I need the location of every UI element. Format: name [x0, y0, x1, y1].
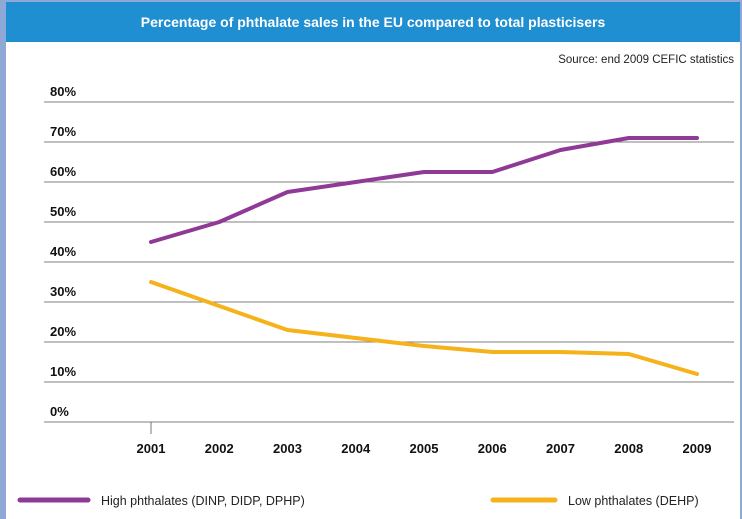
x-tick-label: 2004 [341, 441, 371, 456]
y-tick-label: 40% [50, 244, 76, 259]
legend-label: Low phthalates (DEHP) [568, 494, 699, 508]
title-bar: Percentage of phthalate sales in the EU … [6, 2, 740, 42]
chart-frame: Percentage of phthalate sales in the EU … [6, 2, 740, 519]
x-tick-label: 2003 [273, 441, 302, 456]
y-tick-label: 60% [50, 164, 76, 179]
y-tick-label: 10% [50, 364, 76, 379]
series-line [149, 280, 699, 376]
grid-lines [44, 101, 734, 434]
x-tick-label: 2009 [683, 441, 712, 456]
y-tick-label: 50% [50, 204, 76, 219]
x-tick-label: 2002 [205, 441, 234, 456]
legend-label: High phthalates (DINP, DIDP, DPHP) [101, 494, 305, 508]
x-tick-label: 2007 [546, 441, 575, 456]
x-tick-label: 2008 [614, 441, 643, 456]
x-tick-label: 2005 [410, 441, 439, 456]
y-tick-label: 70% [50, 124, 76, 139]
y-tick-label: 20% [50, 324, 76, 339]
series-line [149, 136, 699, 244]
source-note: Source: end 2009 CEFIC statistics [558, 54, 734, 66]
series-group [149, 136, 699, 376]
y-tick-label: 30% [50, 284, 76, 299]
x-tick-label: 2001 [137, 441, 166, 456]
legend: High phthalates (DINP, DIDP, DPHP) Low ph… [17, 494, 699, 508]
chart-title: Percentage of phthalate sales in the EU … [140, 14, 606, 30]
y-tick-label: 80% [50, 84, 76, 99]
y-axis-ticks: 0% 10% 20% 30% 40% 50% 60% 70% 80% [50, 84, 76, 419]
y-tick-label: 0% [50, 404, 69, 419]
x-axis-ticks: 2001 2002 2003 2004 2005 2006 2007 2008 2009 [137, 441, 712, 456]
x-tick-label: 2006 [478, 441, 507, 456]
